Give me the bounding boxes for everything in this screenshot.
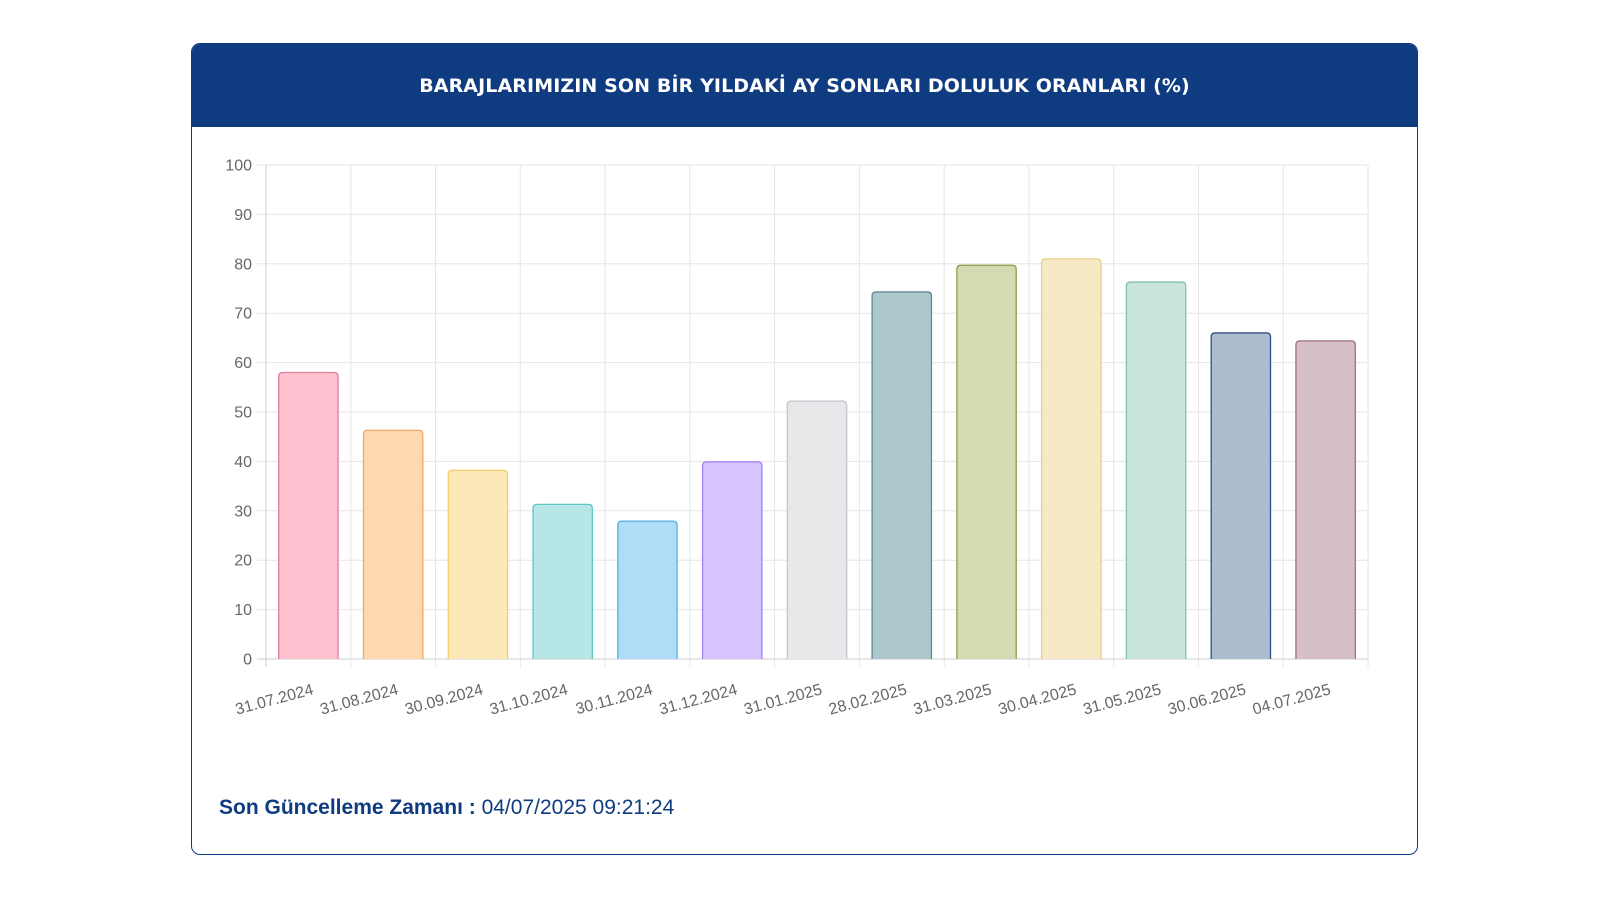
x-tick-label: 28.02.2025 bbox=[827, 681, 909, 718]
y-tick-label: 10 bbox=[234, 602, 252, 619]
y-tick-label: 50 bbox=[234, 405, 252, 422]
bar[interactable] bbox=[1041, 258, 1101, 659]
y-tick-label: 0 bbox=[243, 652, 252, 669]
y-tick-label: 60 bbox=[234, 355, 252, 372]
x-axis: 31.07.2024 31.08.2024 30.09.2024 31.10.2024… bbox=[234, 681, 1333, 718]
y-tick-label: 20 bbox=[234, 553, 252, 570]
bar-outline bbox=[1210, 332, 1272, 659]
x-tick-label: 30.09.2024 bbox=[403, 681, 485, 718]
last-update-value: 04/07/2025 09:21:24 bbox=[481, 796, 675, 819]
bar[interactable] bbox=[363, 430, 423, 659]
y-axis: 0 10 20 30 40 50 60 70 80 90 100 bbox=[225, 158, 252, 669]
x-tick-label: 30.06.2025 bbox=[1166, 681, 1248, 718]
x-tick-label: 31.07.2024 bbox=[234, 681, 316, 718]
bar-outline bbox=[956, 264, 1017, 659]
card-header: BARAJLARIMIZIN SON BİR YILDAKİ AY SONLAR… bbox=[192, 44, 1417, 127]
bar[interactable] bbox=[1295, 340, 1356, 659]
x-tick-label: 31.12.2024 bbox=[658, 681, 740, 718]
bar[interactable] bbox=[533, 504, 593, 659]
x-tick-label: 31.05.2025 bbox=[1081, 681, 1163, 718]
y-tick-label: 70 bbox=[234, 306, 252, 323]
bar[interactable] bbox=[278, 372, 339, 659]
bar[interactable] bbox=[956, 265, 1017, 659]
bar[interactable] bbox=[448, 470, 508, 659]
bar-outline bbox=[1125, 281, 1187, 659]
bar[interactable] bbox=[787, 401, 847, 659]
bar[interactable] bbox=[702, 461, 762, 659]
bar-outline bbox=[362, 429, 424, 659]
y-tick-label: 40 bbox=[234, 454, 252, 471]
x-tick-label: 04.07.2025 bbox=[1251, 681, 1333, 718]
y-tick-label: 90 bbox=[234, 207, 252, 224]
last-update-label: Son Güncelleme Zamanı : bbox=[219, 796, 476, 819]
x-tick-label: 31.03.2025 bbox=[912, 681, 994, 718]
last-update: Son Güncelleme Zamanı : 04/07/2025 09:21… bbox=[219, 796, 674, 820]
chart-card: BARAJLARIMIZIN SON BİR YILDAKİ AY SONLAR… bbox=[191, 43, 1418, 855]
x-tick-label: 31.08.2024 bbox=[318, 681, 400, 718]
bar-outline bbox=[701, 461, 763, 659]
y-tick-label: 100 bbox=[225, 158, 252, 175]
bar-outline bbox=[278, 371, 339, 659]
bar-chart: 0 10 20 30 40 50 60 70 80 90 100 31.07.2024 31.08.2… bbox=[225, 158, 1369, 719]
bar[interactable] bbox=[1126, 282, 1186, 659]
bar-outline bbox=[1040, 258, 1102, 659]
y-tick-label: 80 bbox=[234, 256, 252, 273]
bar-outline bbox=[786, 400, 848, 659]
bar-outline bbox=[617, 520, 678, 659]
bar[interactable] bbox=[1211, 332, 1271, 659]
x-tick-label: 31.01.2025 bbox=[742, 681, 824, 718]
x-tick-label: 30.11.2024 bbox=[574, 681, 655, 718]
bar-outline bbox=[871, 291, 933, 659]
x-tick-label: 30.04.2025 bbox=[997, 681, 1079, 718]
bars-group bbox=[278, 258, 1356, 659]
bar-outline bbox=[532, 503, 594, 659]
x-tick-label: 31.10.2024 bbox=[488, 681, 570, 718]
bar[interactable] bbox=[617, 521, 678, 659]
chart-title: BARAJLARIMIZIN SON BİR YILDAKİ AY SONLAR… bbox=[419, 74, 1190, 97]
y-tick-label: 30 bbox=[234, 503, 252, 520]
bar-outline bbox=[1295, 340, 1356, 659]
bar-outline bbox=[447, 469, 509, 659]
bar[interactable] bbox=[872, 291, 932, 659]
